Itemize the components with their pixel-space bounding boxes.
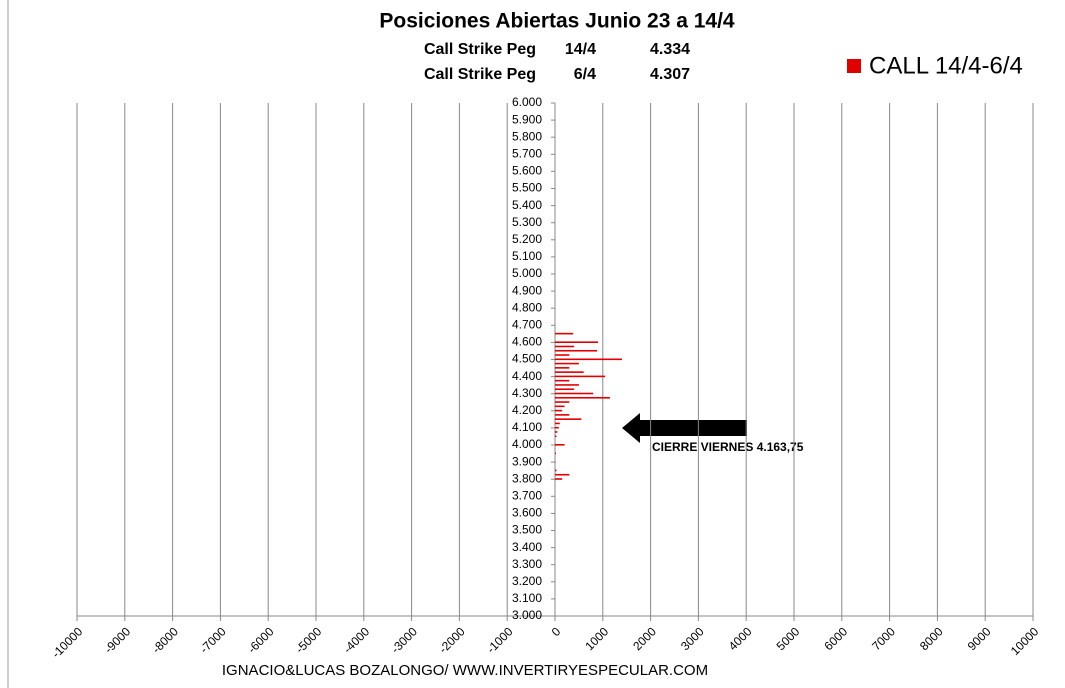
bar [555, 473, 570, 476]
peg-date: 14/4 [565, 41, 596, 58]
x-tick-label: 2000 [630, 624, 659, 653]
y-tick-label: 3.500 [512, 523, 542, 537]
bar [555, 379, 570, 382]
bar [555, 345, 575, 348]
bar [555, 349, 598, 352]
y-tick-label: 4.200 [512, 403, 542, 417]
x-tick-label: -6000 [245, 624, 277, 656]
y-tick-label: 3.000 [512, 608, 542, 622]
y-tick-label: 4.600 [512, 335, 542, 349]
x-tick-label: 6000 [821, 624, 850, 653]
x-tick-label: -10000 [49, 624, 86, 661]
y-tick-label: 4.800 [512, 300, 542, 314]
y-tick-label: 5.600 [512, 164, 542, 178]
x-tick-label: -4000 [341, 624, 373, 656]
x-tick-label: 8000 [917, 624, 946, 653]
bar [555, 341, 599, 343]
x-tick-label: -5000 [293, 624, 325, 656]
x-tick-label: 1000 [582, 624, 611, 653]
footer: IGNACIO&LUCAS BOZALONGO/ WWW.INVERTIRYES… [222, 662, 708, 679]
legend-label: CALL 14/4-6/4 [869, 52, 1023, 79]
x-tick-label: -7000 [197, 624, 229, 656]
x-tick-label: 9000 [965, 624, 994, 653]
bar [555, 435, 557, 438]
bar [555, 469, 557, 472]
bar [555, 418, 582, 420]
bar [555, 414, 570, 416]
peg-value: 4.307 [650, 66, 690, 83]
y-tick-label: 5.800 [512, 129, 542, 143]
y-tick-label: 3.900 [512, 454, 542, 468]
y-tick-label: 3.200 [512, 574, 542, 588]
bar [555, 401, 570, 403]
bar [555, 444, 565, 446]
peg-label: Call Strike Peg [424, 66, 536, 83]
arrow [622, 413, 747, 443]
peg-value: 4.334 [650, 41, 690, 58]
y-tick-label: 4.100 [512, 420, 542, 434]
bar [555, 426, 559, 429]
peg-label: Call Strike Peg [424, 41, 536, 58]
annotation: CIERRE VIERNES 4.163,75 [652, 440, 804, 454]
y-tick-label: 5.400 [512, 198, 542, 212]
y-tick-label: 5.700 [512, 146, 542, 160]
bar [555, 362, 579, 365]
bar [555, 371, 584, 373]
bar [555, 405, 565, 408]
y-tick-label: 5.100 [512, 249, 542, 263]
x-tick-label: -1000 [484, 624, 516, 656]
x-tick-label: 7000 [869, 624, 898, 653]
y-tick-label: 5.900 [512, 112, 542, 126]
y-tick-label: 3.800 [512, 471, 542, 485]
y-tick-label: 5.500 [512, 181, 542, 195]
y-tick-label: 6.000 [512, 95, 542, 109]
bar [555, 354, 570, 356]
y-tick-label: 5.300 [512, 215, 542, 229]
bar [555, 388, 575, 391]
y-tick-label: 3.700 [512, 488, 542, 502]
y-tick-label: 4.000 [512, 437, 542, 451]
x-tick-label: 4000 [726, 624, 755, 653]
x-tick-label: -9000 [102, 624, 134, 656]
y-tick-label: 3.300 [512, 557, 542, 571]
x-tick-label: 5000 [774, 624, 803, 653]
bar [555, 452, 556, 455]
bar [555, 392, 594, 395]
x-tick-label: 0 [549, 624, 564, 639]
y-tick-label: 3.400 [512, 540, 542, 554]
y-tick-label: 5.000 [512, 266, 542, 280]
bar [555, 478, 563, 480]
x-tick-label: 10000 [1008, 624, 1042, 658]
bar [555, 332, 574, 335]
bar [555, 409, 563, 412]
legend-swatch [847, 59, 861, 73]
x-tick-label: -2000 [436, 624, 468, 656]
bar [555, 396, 610, 399]
y-tick-label: 4.500 [512, 352, 542, 366]
bar [555, 384, 579, 386]
y-tick-label: 4.700 [512, 317, 542, 331]
bar [555, 422, 560, 425]
peg-date: 6/4 [574, 66, 596, 83]
y-tick-label: 3.600 [512, 506, 542, 520]
x-tick-label: -3000 [388, 624, 420, 656]
y-tick-label: 4.900 [512, 283, 542, 297]
y-tick-label: 4.400 [512, 369, 542, 383]
bar [555, 431, 558, 433]
chart-title: Posiciones Abiertas Junio 23 a 14/4 [379, 10, 735, 33]
y-tick-label: 3.100 [512, 591, 542, 605]
bar [555, 375, 606, 378]
bar [555, 358, 622, 361]
bar [555, 367, 570, 369]
x-tick-label: 3000 [678, 624, 707, 653]
y-tick-label: 4.300 [512, 386, 542, 400]
y-tick-label: 5.200 [512, 232, 542, 246]
x-tick-label: -8000 [149, 624, 181, 656]
